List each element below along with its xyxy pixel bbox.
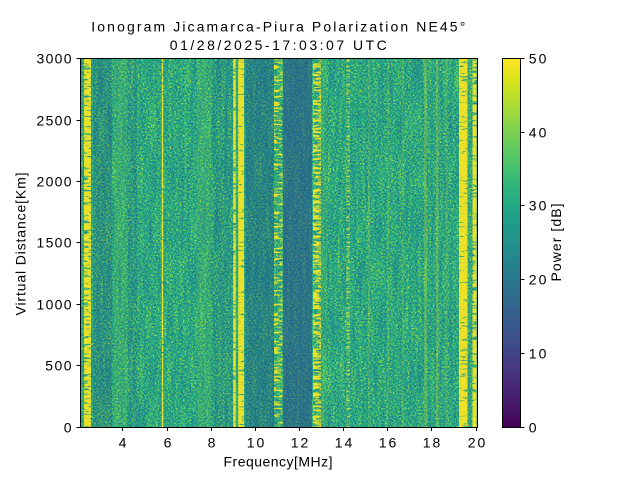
svg-text:20: 20 xyxy=(468,435,486,451)
svg-text:Frequency[MHz]: Frequency[MHz] xyxy=(224,453,333,469)
svg-text:01/28/2025-17:03:07 UTC: 01/28/2025-17:03:07 UTC xyxy=(170,37,387,53)
svg-text:40: 40 xyxy=(529,125,547,141)
svg-text:4: 4 xyxy=(119,435,127,451)
svg-text:50: 50 xyxy=(529,51,547,67)
svg-text:30: 30 xyxy=(529,198,547,214)
svg-text:12: 12 xyxy=(291,435,309,451)
svg-text:8: 8 xyxy=(208,435,216,451)
svg-text:0: 0 xyxy=(64,420,72,436)
svg-text:18: 18 xyxy=(423,435,441,451)
svg-text:Ionogram Jicamarca-Piura Polar: Ionogram Jicamarca-Piura Polarization NE… xyxy=(91,19,465,35)
svg-text:3000: 3000 xyxy=(37,51,72,67)
svg-text:20: 20 xyxy=(529,272,547,288)
svg-text:Power [dB]: Power [dB] xyxy=(548,204,564,282)
svg-text:14: 14 xyxy=(335,435,353,451)
svg-text:500: 500 xyxy=(45,358,72,374)
svg-text:10: 10 xyxy=(529,346,547,362)
svg-text:1000: 1000 xyxy=(37,297,72,313)
svg-text:10: 10 xyxy=(247,435,265,451)
svg-text:2500: 2500 xyxy=(37,113,72,129)
svg-text:6: 6 xyxy=(164,435,172,451)
svg-text:Virtual Distance[Km]: Virtual Distance[Km] xyxy=(13,173,29,316)
svg-text:2000: 2000 xyxy=(37,174,72,190)
svg-text:16: 16 xyxy=(379,435,397,451)
svg-text:0: 0 xyxy=(529,420,537,436)
svg-text:1500: 1500 xyxy=(37,235,72,251)
